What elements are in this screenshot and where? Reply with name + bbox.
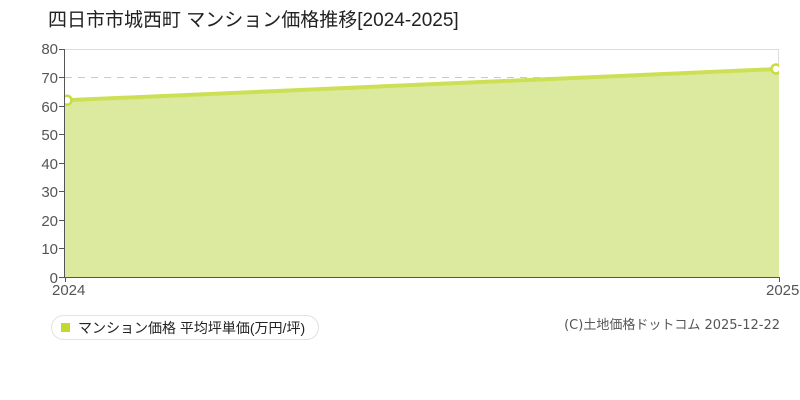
y-tick-mark	[59, 77, 65, 78]
y-axis-line	[64, 49, 65, 278]
x-tick-mark	[65, 277, 66, 282]
series-area-fill	[65, 68, 779, 277]
data-point-marker-2024[interactable]	[65, 94, 73, 107]
y-tick-label: 10	[41, 241, 58, 258]
y-tick-label: 70	[41, 70, 58, 87]
y-tick-label: 30	[41, 184, 58, 201]
x-axis-line	[64, 277, 780, 278]
y-tick-mark	[59, 106, 65, 107]
chart-title: 四日市市城西町 マンション価格推移[2024-2025]	[48, 10, 459, 31]
y-tick-label: 50	[41, 127, 58, 144]
y-tick-mark	[59, 134, 65, 135]
y-tick-label: 80	[41, 41, 58, 58]
chart-legend[interactable]: マンション価格 平均坪単価(万円/坪)	[51, 315, 320, 340]
y-tick-label: 40	[41, 156, 58, 173]
x-tick-label-2024: 2024	[52, 282, 86, 299]
y-axis-tick-labels: 80 70 60 50 40 30 20 10 0	[0, 0, 58, 400]
y-tick-label: 0	[49, 270, 58, 287]
data-point-marker-2025[interactable]	[770, 63, 780, 75]
y-tick-label: 20	[41, 213, 58, 230]
y-tick-mark	[59, 191, 65, 192]
credit-text: (C)土地価格ドットコム 2025-12-22	[564, 318, 780, 333]
y-tick-mark	[59, 220, 65, 221]
legend-swatch-icon	[61, 323, 70, 332]
y-tick-mark	[59, 163, 65, 164]
plot-area	[65, 49, 779, 277]
plot-svg	[65, 49, 779, 277]
x-tick-label-2025: 2025	[766, 282, 800, 299]
series-line	[65, 66, 779, 103]
y-tick-mark	[59, 277, 65, 278]
y-tick-label: 60	[41, 99, 58, 116]
y-tick-mark	[59, 248, 65, 249]
x-tick-mark	[779, 277, 780, 282]
legend-label: マンション価格 平均坪単価(万円/坪)	[78, 319, 306, 336]
y-tick-mark	[59, 49, 65, 50]
